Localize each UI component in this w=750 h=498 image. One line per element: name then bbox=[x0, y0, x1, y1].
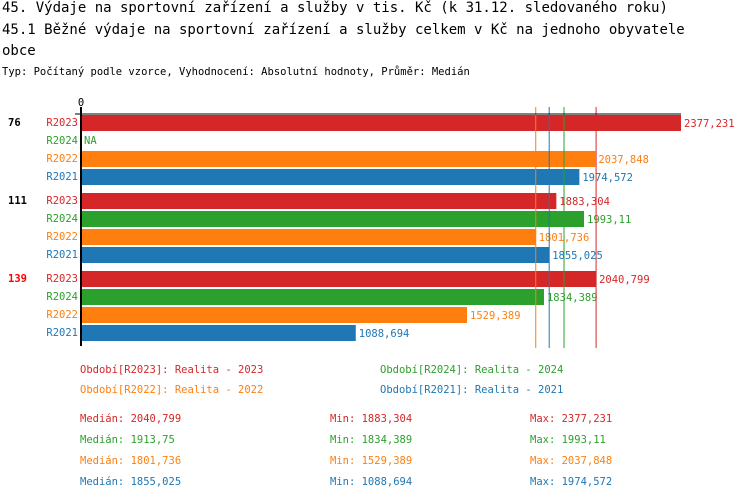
legend-item: Období[R2023]: Realita - 2023 bbox=[80, 364, 264, 376]
stat-min: Min: 1834,389 bbox=[330, 434, 413, 446]
data-label: 1993,11 bbox=[587, 214, 631, 226]
chart-title: 45. Výdaje na sportovní zařízení a služb… bbox=[2, 0, 668, 16]
series-label: R2022 bbox=[46, 309, 78, 321]
data-label: 1834,389 bbox=[547, 292, 598, 304]
data-label: 1974,572 bbox=[582, 172, 633, 184]
series-label: R2024 bbox=[46, 135, 78, 147]
legend-item: Období[R2022]: Realita - 2022 bbox=[80, 384, 264, 396]
bar bbox=[81, 169, 580, 185]
series-label: R2024 bbox=[46, 291, 78, 303]
series-label: R2022 bbox=[46, 231, 78, 243]
data-label: NA bbox=[84, 135, 97, 147]
stat-min: Min: 1529,389 bbox=[330, 455, 413, 467]
series-label: R2023 bbox=[46, 117, 78, 129]
group-label: 76 bbox=[8, 117, 21, 129]
bar bbox=[81, 289, 544, 305]
bar bbox=[81, 271, 597, 287]
series-label: R2021 bbox=[46, 249, 78, 261]
series-label: R2023 bbox=[46, 273, 78, 285]
stat-median: Medián: 1801,736 bbox=[80, 455, 182, 467]
bar bbox=[81, 115, 681, 131]
bar bbox=[81, 229, 536, 245]
series-label: R2024 bbox=[46, 213, 78, 225]
stat-median: Medián: 1913,75 bbox=[80, 434, 175, 446]
data-label: 1529,389 bbox=[470, 310, 521, 322]
series-label: R2021 bbox=[46, 327, 78, 339]
group-label: 139 bbox=[8, 273, 27, 285]
stat-median: Medián: 1855,025 bbox=[80, 476, 182, 488]
legend-item: Období[R2021]: Realita - 2021 bbox=[380, 384, 564, 396]
x-tick-label: 0 bbox=[78, 97, 84, 109]
stat-min: Min: 1088,694 bbox=[330, 476, 413, 488]
bar bbox=[81, 325, 356, 341]
data-label: 1855,025 bbox=[552, 250, 603, 262]
stat-max: Max: 2037,848 bbox=[530, 455, 613, 467]
bar bbox=[81, 151, 596, 167]
data-label: 1883,304 bbox=[559, 196, 610, 208]
stat-max: Max: 1974,572 bbox=[530, 476, 613, 488]
bar bbox=[81, 193, 557, 209]
stat-median: Medián: 2040,799 bbox=[80, 413, 182, 425]
data-label: 1088,694 bbox=[359, 328, 410, 340]
stat-max: Max: 1993,11 bbox=[530, 434, 606, 446]
bar bbox=[81, 211, 585, 227]
data-label: 2037,848 bbox=[598, 154, 649, 166]
chart-subtitle: 45.1 Běžné výdaje na sportovní zařízení … bbox=[2, 22, 685, 38]
bar bbox=[81, 307, 468, 323]
chart-subtitle-cont: obce bbox=[2, 43, 36, 59]
data-label: 2040,799 bbox=[599, 274, 650, 286]
chart-type-info: Typ: Počítaný podle vzorce, Vyhodnocení:… bbox=[2, 66, 470, 78]
series-label: R2023 bbox=[46, 195, 78, 207]
stat-max: Max: 2377,231 bbox=[530, 413, 613, 425]
series-label: R2021 bbox=[46, 171, 78, 183]
bar bbox=[81, 247, 550, 263]
series-label: R2022 bbox=[46, 153, 78, 165]
legend-item: Období[R2024]: Realita - 2024 bbox=[380, 364, 564, 376]
data-label: 2377,231 bbox=[684, 118, 735, 130]
group-label: 111 bbox=[8, 195, 27, 207]
stat-min: Min: 1883,304 bbox=[330, 413, 413, 425]
